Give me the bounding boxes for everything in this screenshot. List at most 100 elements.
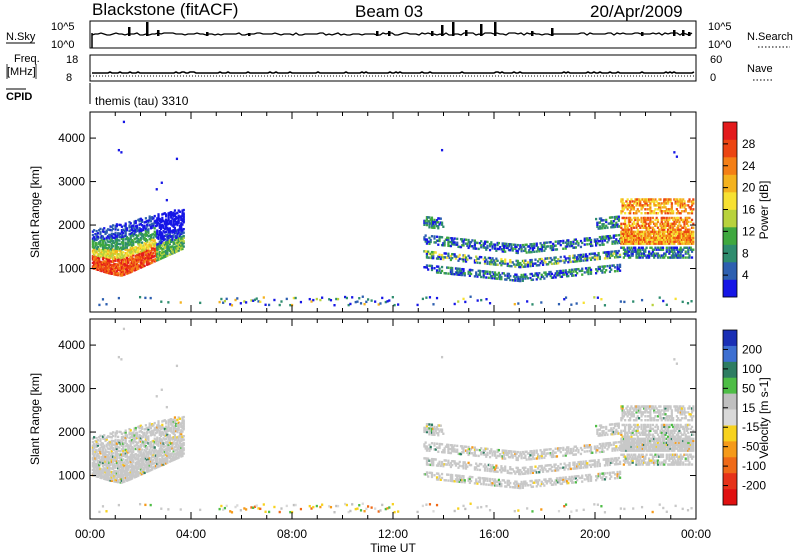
- power-cell: [692, 222, 695, 226]
- velocity-cell: [453, 460, 456, 463]
- velocity-cell: [159, 462, 163, 465]
- power-cell: [678, 250, 681, 253]
- power-cell: [568, 270, 571, 274]
- power-cell: [435, 271, 439, 274]
- power-cell: [106, 269, 110, 273]
- power-cell: [124, 243, 127, 246]
- velocity-cell: [139, 457, 142, 461]
- velocity-cell: [137, 444, 140, 448]
- power-cell: [673, 246, 676, 249]
- power-cell: [625, 236, 628, 239]
- power-cell: [425, 254, 429, 257]
- power-cell: [677, 256, 680, 259]
- power-cell: [600, 227, 603, 230]
- velocity-cell: [444, 479, 447, 482]
- velocity-cell: [124, 472, 127, 476]
- power-cell: [157, 256, 160, 260]
- power-cell: [161, 234, 164, 237]
- velocity-cell: [117, 460, 120, 463]
- power-cell: [593, 252, 596, 255]
- velocity-cell: [433, 448, 436, 451]
- power-cell: [683, 234, 686, 238]
- power-cell: [688, 198, 691, 201]
- velocity-cell: [432, 463, 435, 467]
- velocity-cell: [149, 432, 153, 435]
- power-cell: [168, 227, 171, 230]
- power-cell: [128, 271, 131, 274]
- velocity-cell: [457, 452, 460, 456]
- velocity-cell: [156, 452, 159, 455]
- velocity-cell: [167, 419, 170, 422]
- power-cell: [678, 232, 681, 236]
- power-cell: [152, 255, 155, 258]
- power-cell: [122, 254, 125, 258]
- power-cell: [109, 225, 112, 228]
- velocity-cell: [154, 449, 158, 452]
- power-cell: [642, 204, 646, 207]
- power-cell: [462, 260, 465, 263]
- velocity-cell: [119, 477, 122, 481]
- power-cell: [120, 272, 124, 275]
- power-cell: [500, 277, 503, 281]
- power-cell: [684, 240, 687, 243]
- velocity-cell: [428, 471, 431, 474]
- power-cell: [101, 228, 105, 231]
- velocity-cell: [172, 455, 175, 458]
- power-cell: [132, 259, 135, 262]
- power-cell: [142, 249, 145, 252]
- power-cell: [176, 239, 179, 242]
- power-cell: [147, 245, 150, 248]
- velocity-cell: [177, 426, 180, 430]
- velocity-cell: [163, 427, 166, 431]
- power-cell: [540, 257, 543, 261]
- velocity-cell: [132, 436, 135, 440]
- velocity-cell: [162, 426, 165, 430]
- power-cell: [119, 274, 122, 277]
- power-cell: [161, 249, 164, 253]
- y-tick-label: 4000: [58, 131, 85, 145]
- power-cell: [490, 276, 493, 280]
- power-cell: [603, 271, 607, 274]
- power-cell: [153, 221, 156, 225]
- power-cell: [622, 256, 625, 259]
- velocity-cell: [129, 443, 132, 446]
- power-cell: [462, 256, 465, 259]
- velocity-cell: [180, 450, 183, 453]
- power-cell: [687, 216, 690, 220]
- velocity-cell: [141, 465, 144, 469]
- power-cell: [153, 239, 156, 242]
- velocity-cell: [142, 466, 145, 470]
- power-cell: [99, 260, 102, 264]
- velocity-cell: [105, 453, 108, 457]
- power-cell: [637, 242, 641, 245]
- velocity-cell: [122, 435, 125, 438]
- velocity-cell: [104, 451, 107, 455]
- velocity-cell: [94, 452, 97, 455]
- power-cell: [108, 261, 111, 264]
- power-cell: [624, 212, 627, 215]
- power-cell: [632, 208, 636, 211]
- power-cell: [143, 250, 146, 254]
- power-cell: [430, 250, 434, 254]
- velocity-cell: [151, 468, 154, 471]
- velocity-cell: [425, 425, 429, 428]
- velocity-cell: [105, 464, 108, 467]
- power-cell: [533, 242, 536, 246]
- power-cell: [424, 250, 427, 253]
- velocity-cell: [99, 446, 102, 450]
- power-cell: [618, 265, 622, 269]
- power-cell: [623, 300, 626, 304]
- power-cell: [586, 259, 589, 262]
- power-cell: [114, 262, 117, 266]
- power-cell: [684, 236, 687, 239]
- power-cell: [153, 249, 156, 253]
- power-cell: [675, 212, 678, 215]
- velocity-cell: [175, 424, 178, 427]
- power-cell: [679, 240, 682, 243]
- velocity-cell: [444, 459, 447, 462]
- velocity-cell: [125, 475, 129, 479]
- power-cell: [99, 262, 102, 265]
- power-cell: [550, 248, 554, 252]
- velocity-cell: [98, 465, 101, 469]
- velocity-cell: [453, 448, 456, 451]
